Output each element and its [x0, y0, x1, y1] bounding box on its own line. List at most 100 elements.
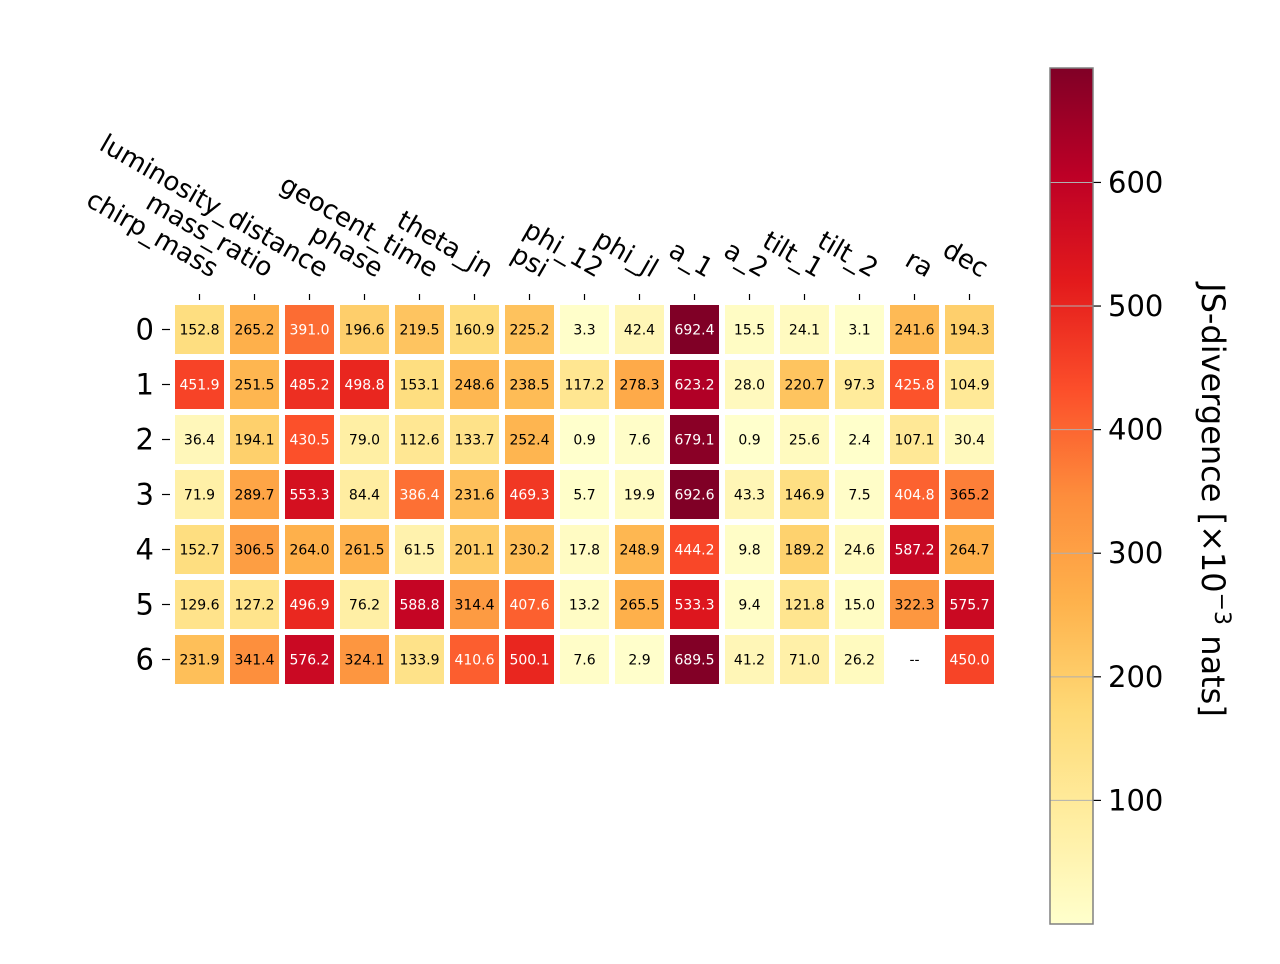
cell-rect [340, 305, 389, 354]
cell-rect [835, 415, 884, 464]
heatmap-cell: 248.9 [615, 525, 664, 574]
heatmap-cell: 231.6 [450, 470, 499, 519]
heatmap-cell: 588.8 [395, 580, 444, 629]
heatmap-cell: 84.4 [340, 470, 389, 519]
cell-value-label: 498.8 [344, 378, 384, 394]
heatmap-cell: 322.3 [890, 580, 939, 629]
cell-value-label: 152.7 [179, 543, 219, 559]
x-tick-label: tilt_1 [757, 226, 828, 284]
colorbar-tick-label: 300 [1108, 536, 1163, 570]
cell-rect [945, 415, 994, 464]
cell-value-label: 692.4 [674, 323, 714, 339]
cell-rect [175, 580, 224, 629]
heatmap-cell: 133.9 [395, 635, 444, 684]
cell-rect [175, 525, 224, 574]
heatmap-cell: 496.9 [285, 580, 334, 629]
heatmap-cell: 9.8 [725, 525, 774, 574]
heatmap-cell: 450.0 [945, 635, 994, 684]
cell-value-label: 104.9 [949, 378, 989, 394]
cell-value-label: 341.4 [234, 653, 274, 669]
cell-value-label: 9.4 [738, 598, 760, 614]
cell-value-label: 2.4 [848, 433, 870, 449]
cell-value-label: 201.1 [454, 543, 494, 559]
cell-rect [340, 635, 389, 684]
cell-value-label: 0.9 [573, 433, 595, 449]
cell-rect [505, 525, 554, 574]
cell-value-label: 407.6 [509, 598, 549, 614]
cell-rect [780, 415, 829, 464]
cell-rect [890, 305, 939, 354]
heatmap-cell: 238.5 [505, 360, 554, 409]
heatmap-cell: 692.6 [670, 470, 719, 519]
heatmap-cell: 146.9 [780, 470, 829, 519]
cell-value-label: 289.7 [234, 488, 274, 504]
cell-rect [615, 635, 664, 684]
cell-value-label: 264.7 [949, 543, 989, 559]
cell-rect [945, 470, 994, 519]
cell-value-label: 127.2 [234, 598, 274, 614]
cell-value-label: 7.6 [573, 653, 595, 669]
cell-rect [230, 305, 279, 354]
heatmap-cell: 533.3 [670, 580, 719, 629]
cell-value-label: 117.2 [564, 378, 604, 394]
heatmap-cell: 225.2 [505, 305, 554, 354]
cell-rect [285, 525, 334, 574]
cell-rect [835, 580, 884, 629]
cell-value-label: 451.9 [179, 378, 219, 394]
cell-value-label: 160.9 [454, 323, 494, 339]
cell-rect [835, 470, 884, 519]
heatmap-cell: -- [909, 653, 919, 669]
cell-rect [780, 525, 829, 574]
cell-rect [780, 580, 829, 629]
heatmap-cell: 13.2 [560, 580, 609, 629]
heatmap-cell: 71.9 [175, 470, 224, 519]
heatmap-cell: 391.0 [285, 305, 334, 354]
cell-value-label: 7.6 [628, 433, 650, 449]
heatmap-cell: 107.1 [890, 415, 939, 464]
cell-value-label: 238.5 [509, 378, 549, 394]
cell-value-label: 496.9 [289, 598, 329, 614]
heatmap-cell: 689.5 [670, 635, 719, 684]
heatmap-cell: 15.5 [725, 305, 774, 354]
cell-rect [725, 580, 774, 629]
heatmap-cell: 341.4 [230, 635, 279, 684]
cell-rect [890, 360, 939, 409]
y-tick-labels: 0 1 2 3 4 5 6 [136, 313, 170, 677]
cell-value-label: 17.8 [569, 543, 600, 559]
cell-rect [340, 580, 389, 629]
cell-value-label: 679.1 [674, 433, 714, 449]
heatmap-cell: 576.2 [285, 635, 334, 684]
heatmap-cell: 152.7 [175, 525, 224, 574]
heatmap-cell: 553.3 [285, 470, 334, 519]
heatmap-cell: 623.2 [670, 360, 719, 409]
cell-rect [395, 635, 444, 684]
heatmap-cell: 189.2 [780, 525, 829, 574]
cell-value-label: 553.3 [289, 488, 329, 504]
heatmap-cell: 129.6 [175, 580, 224, 629]
cell-value-label: 7.5 [848, 488, 870, 504]
cell-value-label: 588.8 [399, 598, 439, 614]
cell-rect [780, 470, 829, 519]
heatmap-cell: 5.7 [560, 470, 609, 519]
cell-value-label: 196.6 [344, 323, 384, 339]
cell-value-label: 450.0 [949, 653, 989, 669]
cell-value-label: 444.2 [674, 543, 714, 559]
cell-value-label: 13.2 [569, 598, 600, 614]
cell-value-label: 0.9 [738, 433, 760, 449]
heatmap-cell: 231.9 [175, 635, 224, 684]
heatmap-cell: 587.2 [890, 525, 939, 574]
cell-value-label: 5.7 [573, 488, 595, 504]
cell-value-label: 24.1 [789, 323, 820, 339]
heatmap-cell: 43.3 [725, 470, 774, 519]
colorbar-tick-label: 400 [1108, 413, 1163, 447]
cell-rect [615, 360, 664, 409]
y-tick-label: 5 [136, 588, 154, 622]
cell-rect [175, 635, 224, 684]
heatmap-cell: 24.6 [835, 525, 884, 574]
heatmap-cell: 498.8 [340, 360, 389, 409]
y-tick-label: 0 [136, 313, 154, 347]
cell-value-label: 587.2 [894, 543, 934, 559]
heatmap-cell: 404.8 [890, 470, 939, 519]
cell-rect [395, 470, 444, 519]
